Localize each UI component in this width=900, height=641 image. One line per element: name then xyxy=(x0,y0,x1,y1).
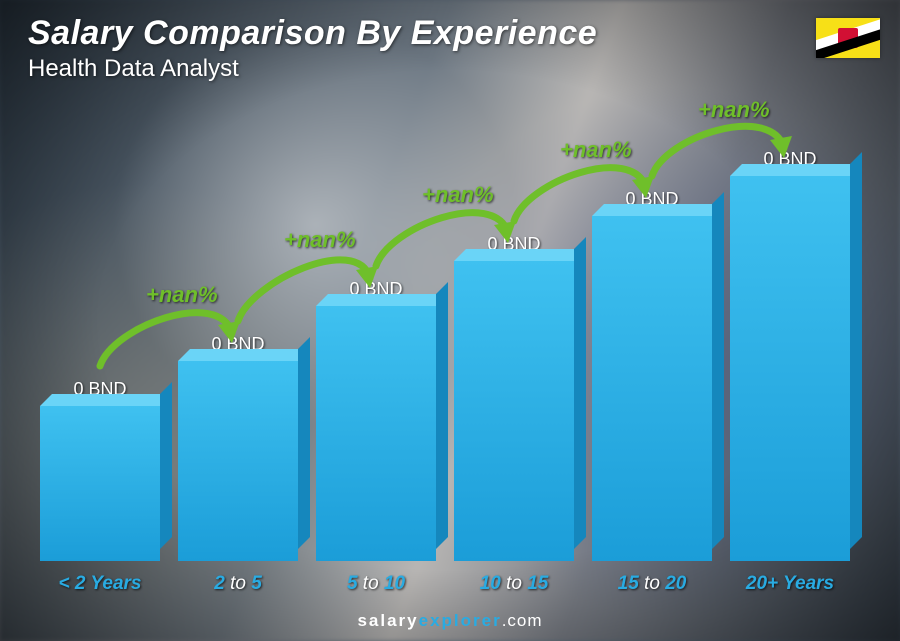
bar-front xyxy=(454,261,574,561)
chart-title: Salary Comparison By Experience xyxy=(28,14,872,53)
bar-side-face xyxy=(298,337,310,549)
growth-pct-label: +nan% xyxy=(284,227,356,253)
bar-chart: 0 BND< 2 Years0 BND2 to 50 BND5 to 100 B… xyxy=(40,120,850,561)
bar-body xyxy=(40,406,160,561)
bar-top-face xyxy=(592,204,724,216)
bar-1: 0 BND2 to 5 xyxy=(178,334,298,561)
bar-category-label: 15 to 20 xyxy=(618,573,687,595)
bar-body xyxy=(592,216,712,561)
country-flag-brunei xyxy=(816,18,880,58)
bar-top-face xyxy=(730,164,862,176)
flag-crest xyxy=(838,28,858,48)
bar-body xyxy=(178,361,298,561)
bar-front xyxy=(178,361,298,561)
bar-side-face xyxy=(712,192,724,549)
chart-subtitle: Health Data Analyst xyxy=(28,55,872,83)
bar-body xyxy=(454,261,574,561)
bar-category-label: 20+ Years xyxy=(746,573,834,595)
growth-pct-label: +nan% xyxy=(146,282,218,308)
bar-side-face xyxy=(850,152,862,549)
bar-side-face xyxy=(160,382,172,549)
footer-part2: explorer xyxy=(419,611,502,630)
growth-pct-label: +nan% xyxy=(560,137,632,163)
bar-front xyxy=(316,306,436,561)
bar-body xyxy=(730,176,850,561)
bar-4: 0 BND15 to 20 xyxy=(592,189,712,561)
bar-top-face xyxy=(178,349,310,361)
bar-front xyxy=(730,176,850,561)
chart-header: Salary Comparison By Experience Health D… xyxy=(28,14,872,83)
bar-category-label: 2 to 5 xyxy=(214,573,262,595)
bar-front xyxy=(592,216,712,561)
bar-category-label: < 2 Years xyxy=(59,573,142,595)
footer-part1: salary xyxy=(357,611,418,630)
bar-front xyxy=(40,406,160,561)
footer-part3: .com xyxy=(502,611,543,630)
source-footer: salaryexplorer.com xyxy=(0,611,900,631)
bar-top-face xyxy=(316,294,448,306)
bar-5: 0 BND20+ Years xyxy=(730,149,850,561)
bar-top-face xyxy=(454,249,586,261)
bar-category-label: 10 to 15 xyxy=(480,573,549,595)
growth-pct-label: +nan% xyxy=(422,182,494,208)
bar-side-face xyxy=(436,282,448,549)
bar-category-label: 5 to 10 xyxy=(347,573,405,595)
bar-0: 0 BND< 2 Years xyxy=(40,379,160,561)
bar-3: 0 BND10 to 15 xyxy=(454,234,574,561)
bar-top-face xyxy=(40,394,172,406)
bar-2: 0 BND5 to 10 xyxy=(316,279,436,561)
bar-body xyxy=(316,306,436,561)
bar-side-face xyxy=(574,237,586,549)
